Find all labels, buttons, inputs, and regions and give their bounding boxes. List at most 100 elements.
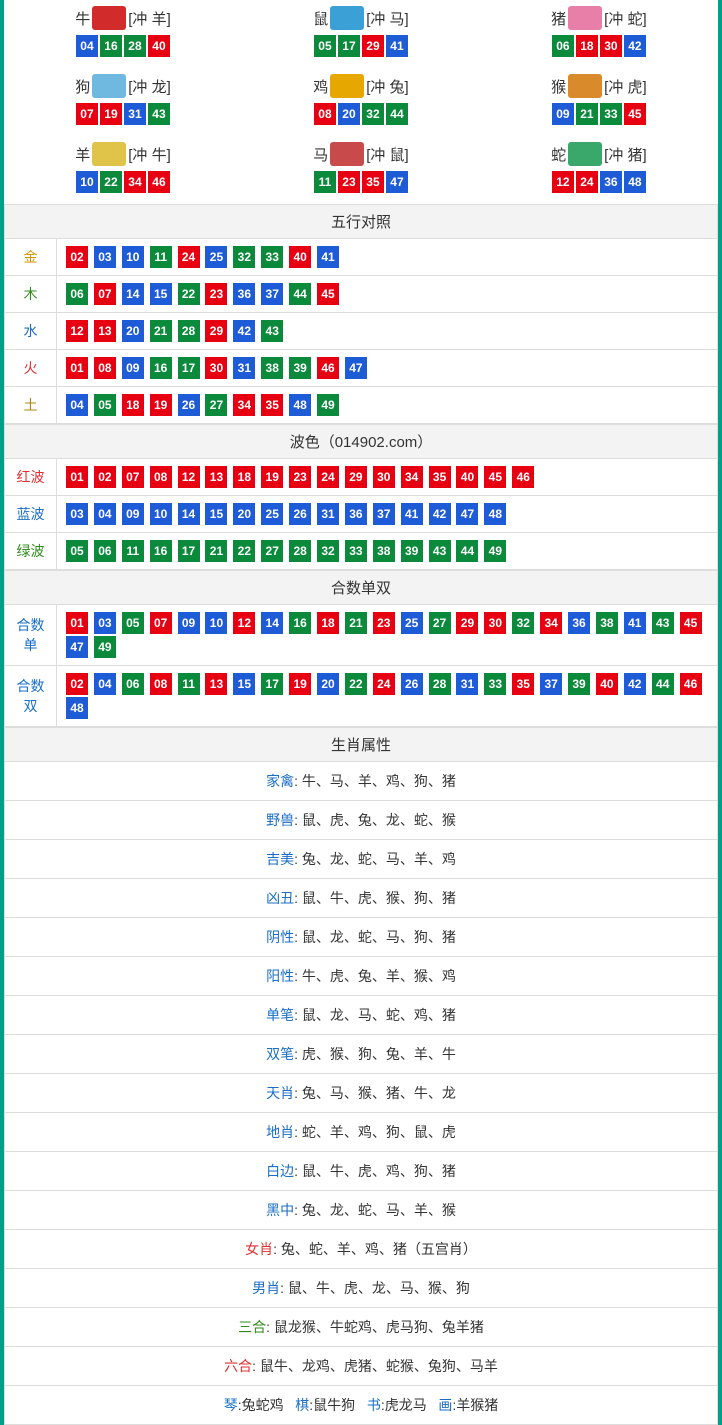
- attr-text: 兔、龙、蛇、马、羊、鸡: [302, 851, 456, 867]
- footer-key: 书: [367, 1397, 381, 1413]
- number-ball: 39: [289, 357, 311, 379]
- table-row: 水12 13 20 21 28 29 42 43: [5, 313, 718, 350]
- number-ball: 42: [233, 320, 255, 342]
- number-ball: 42: [624, 673, 646, 695]
- footer-val: 羊猴猪: [456, 1397, 498, 1413]
- number-ball: 08: [314, 103, 336, 125]
- number-ball: 34: [124, 171, 146, 193]
- table-row: 合数双 02 04 06 08 11 13 15 17 19 20 22 24 …: [5, 666, 718, 727]
- number-ball: 05: [66, 540, 88, 562]
- number-ball: 30: [484, 612, 506, 634]
- number-ball: 11: [178, 673, 200, 695]
- number-ball: 29: [345, 466, 367, 488]
- row-numbers: 03 04 09 10 14 15 20 25 26 31 36 37 41 4…: [57, 496, 718, 533]
- attr-text: 鼠龙猴、牛蛇鸡、虎马狗、兔羊猪: [274, 1319, 484, 1335]
- zodiac-title-line: 羊 [冲 牛]: [4, 142, 242, 166]
- zodiac-cell: 马 [冲 鼠] 11233547: [242, 136, 480, 204]
- number-ball: 05: [122, 612, 144, 634]
- number-ball: 04: [66, 394, 88, 416]
- zodiac-name: 羊: [75, 144, 90, 165]
- attr-cell: 地肖: 蛇、羊、鸡、狗、鼠、虎: [5, 1113, 718, 1152]
- number-ball: 06: [94, 540, 116, 562]
- number-ball: 03: [94, 612, 116, 634]
- number-ball: 04: [94, 673, 116, 695]
- footer-val: 虎龙马: [385, 1397, 427, 1413]
- number-ball: 35: [261, 394, 283, 416]
- number-ball: 10: [122, 246, 144, 268]
- row-label: 金: [5, 239, 57, 276]
- zodiac-numbers: 07193143: [4, 102, 242, 126]
- number-ball: 21: [205, 540, 227, 562]
- attr-text: 蛇、羊、鸡、狗、鼠、虎: [302, 1124, 456, 1140]
- number-ball: 29: [456, 612, 478, 634]
- attr-text: 牛、马、羊、鸡、狗、猪: [302, 773, 456, 789]
- number-ball: 01: [66, 612, 88, 634]
- zodiac-icon: [568, 142, 602, 166]
- table-row: 土04 05 18 19 26 27 34 35 48 49: [5, 387, 718, 424]
- row-label: 木: [5, 276, 57, 313]
- number-ball: 47: [386, 171, 408, 193]
- number-ball: 28: [429, 673, 451, 695]
- heshu-header: 合数单双: [5, 571, 718, 605]
- attr-row: 单笔: 鼠、龙、马、蛇、鸡、猪: [5, 996, 718, 1035]
- number-ball: 11: [150, 246, 172, 268]
- number-ball: 49: [317, 394, 339, 416]
- number-ball: 13: [205, 466, 227, 488]
- number-ball: 25: [205, 246, 227, 268]
- number-ball: 18: [317, 612, 339, 634]
- zodiac-name: 鸡: [313, 76, 328, 97]
- zodiac-icon: [330, 6, 364, 30]
- number-ball: 27: [261, 540, 283, 562]
- number-ball: 41: [401, 503, 423, 525]
- number-ball: 19: [150, 394, 172, 416]
- table-row: 火01 08 09 16 17 30 31 38 39 46 47: [5, 350, 718, 387]
- row-numbers: 01 02 07 08 12 13 18 19 23 24 29 30 34 3…: [57, 459, 718, 496]
- number-ball: 24: [373, 673, 395, 695]
- footer-val: 鼠牛狗: [313, 1397, 355, 1413]
- number-ball: 22: [178, 283, 200, 305]
- row-numbers: 01 03 05 07 09 10 12 14 16 18 21 23 25 2…: [57, 605, 718, 666]
- number-ball: 37: [261, 283, 283, 305]
- zodiac-numbers: 06183042: [480, 34, 718, 58]
- attr-name: 家禽: [266, 773, 294, 789]
- attr-text: 鼠、虎、兔、龙、蛇、猴: [302, 812, 456, 828]
- attr-row: 阴性: 鼠、龙、蛇、马、狗、猪: [5, 918, 718, 957]
- attr-text: 牛、虎、兔、羊、猴、鸡: [302, 968, 456, 984]
- number-ball: 33: [484, 673, 506, 695]
- attr-row: 地肖: 蛇、羊、鸡、狗、鼠、虎: [5, 1113, 718, 1152]
- attr-row: 男肖: 鼠、牛、虎、龙、马、猴、狗: [5, 1269, 718, 1308]
- row-label: 绿波: [5, 533, 57, 570]
- number-ball: 38: [261, 357, 283, 379]
- table-row: 木06 07 14 15 22 23 36 37 44 45: [5, 276, 718, 313]
- attr-name: 凶丑: [266, 890, 294, 906]
- table-row: 绿波05 06 11 16 17 21 22 27 28 32 33 38 39…: [5, 533, 718, 570]
- zodiac-clash: [冲 兔]: [366, 76, 409, 97]
- number-ball: 02: [94, 466, 116, 488]
- number-ball: 19: [289, 673, 311, 695]
- attr-text: 兔、马、猴、猪、牛、龙: [302, 1085, 456, 1101]
- attr-row: 天肖: 兔、马、猴、猪、牛、龙: [5, 1074, 718, 1113]
- number-ball: 28: [178, 320, 200, 342]
- attr-cell: 凶丑: 鼠、牛、虎、猴、狗、猪: [5, 879, 718, 918]
- number-ball: 32: [362, 103, 384, 125]
- number-ball: 44: [289, 283, 311, 305]
- number-ball: 46: [680, 673, 702, 695]
- number-ball: 31: [317, 503, 339, 525]
- zodiac-name: 猴: [551, 76, 566, 97]
- number-ball: 26: [178, 394, 200, 416]
- zodiac-clash: [冲 牛]: [128, 144, 171, 165]
- attr-cell: 白边: 鼠、牛、虎、鸡、狗、猪: [5, 1152, 718, 1191]
- number-ball: 36: [233, 283, 255, 305]
- number-ball: 34: [401, 466, 423, 488]
- row-label: 合数单: [5, 605, 57, 666]
- number-ball: 43: [261, 320, 283, 342]
- footer-key: 琴: [224, 1397, 238, 1413]
- number-ball: 40: [148, 35, 170, 57]
- number-ball: 12: [178, 466, 200, 488]
- heshu-table: 合数单双 合数单 01 03 05 07 09 10 12 14 16 18 2…: [4, 570, 718, 727]
- number-ball: 12: [233, 612, 255, 634]
- zodiac-clash: [冲 虎]: [604, 76, 647, 97]
- attr-row: 吉美: 兔、龙、蛇、马、羊、鸡: [5, 840, 718, 879]
- zodiac-cell: 蛇 [冲 猪] 12243648: [480, 136, 718, 204]
- number-ball: 17: [178, 357, 200, 379]
